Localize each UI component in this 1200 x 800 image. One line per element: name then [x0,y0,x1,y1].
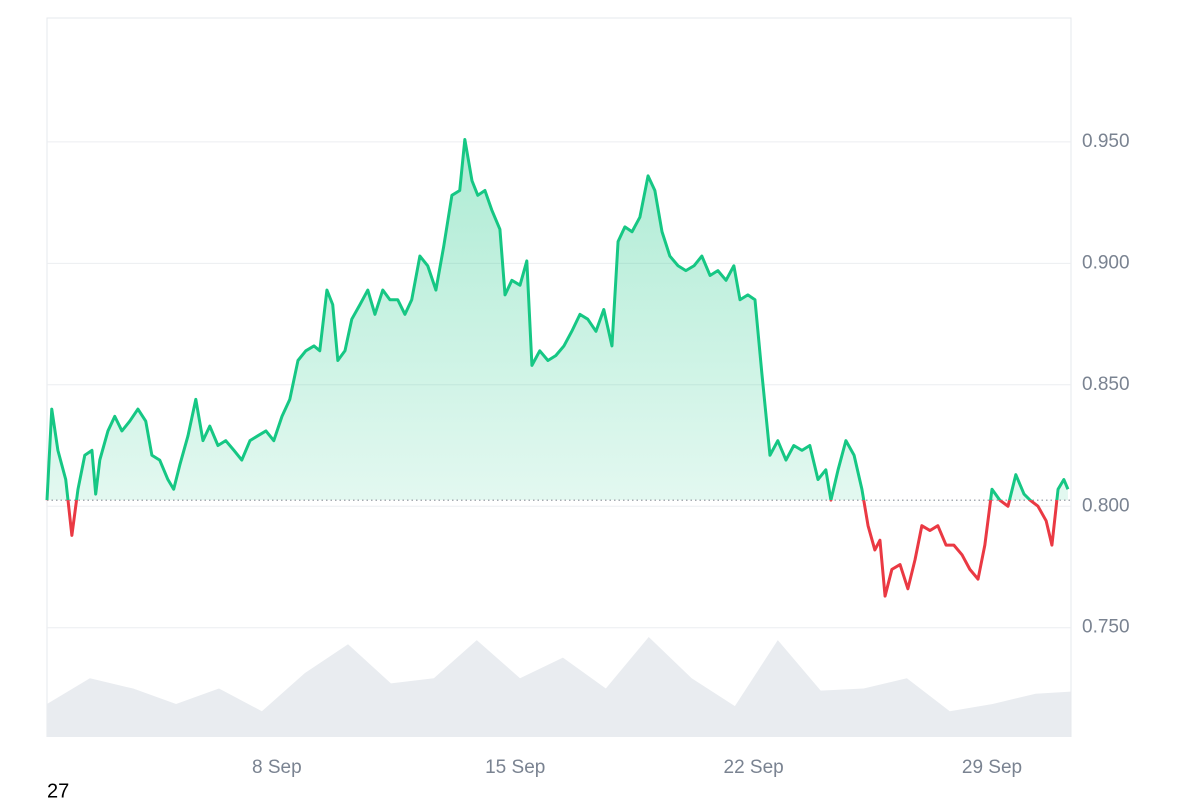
plot-frame [46,17,1072,737]
y-tick-label: 0.750 [1082,617,1130,638]
x-tick-label: 29 Sep [962,757,1022,778]
y-tick-label: 0.800 [1082,495,1130,516]
x-tick-label: 22 Sep [724,757,784,778]
area-up [47,139,1068,501]
note: 27 [47,780,69,800]
volume-area [47,637,1071,737]
y-tick-label: 0.850 [1082,374,1130,395]
x-tick-label: 8 Sep [252,757,302,778]
y-tick-label: 0.950 [1082,131,1130,152]
x-tick-label: 15 Sep [485,757,545,778]
price-line-down [47,500,1059,598]
y-tick-label: 0.900 [1082,252,1130,273]
price-line-up [45,137,1070,501]
